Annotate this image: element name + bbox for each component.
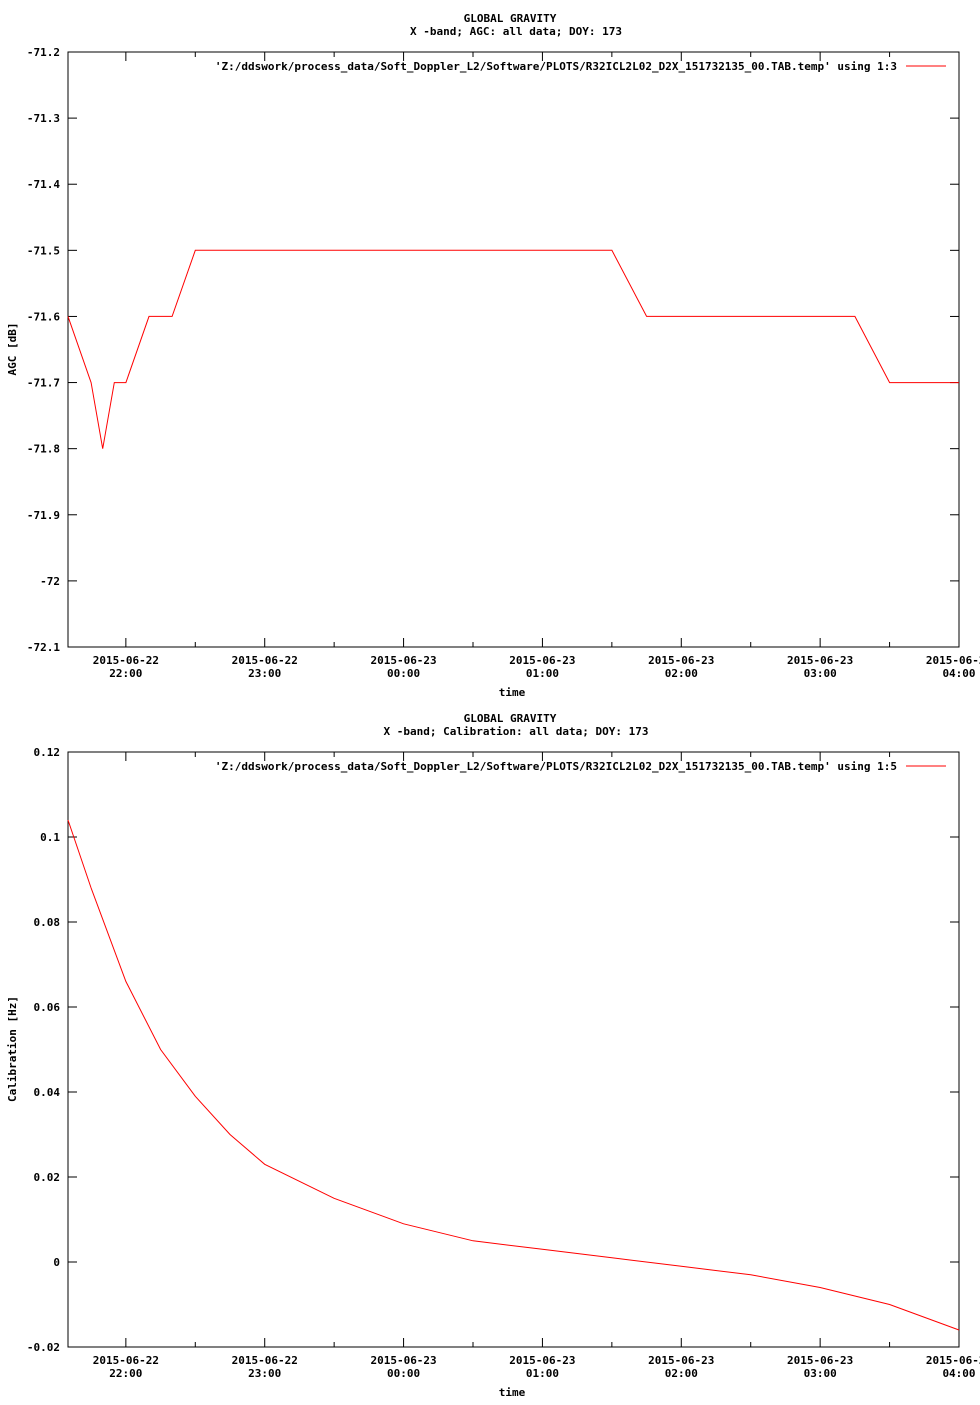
y-tick-label: 0 (53, 1256, 60, 1269)
y-tick-label: -0.02 (27, 1341, 60, 1354)
x-tick-date: 2015-06-23 (370, 1354, 436, 1367)
y-axis-label: AGC [dB] (6, 323, 19, 376)
x-tick-date: 2015-06-22 (93, 654, 159, 667)
x-tick-date: 2015-06-23 (509, 1354, 575, 1367)
y-axis-label: Calibration [Hz] (6, 996, 19, 1102)
y-tick-label: 0.1 (40, 831, 60, 844)
legend-label: 'Z:/ddswork/process_data/Soft_Doppler_L2… (215, 760, 897, 773)
x-tick-date: 2015-06-23 (787, 654, 853, 667)
plot-axes (67, 751, 960, 1348)
x-tick-date: 2015-06-23 (926, 654, 980, 667)
legend: 'Z:/ddswork/process_data/Soft_Doppler_L2… (215, 60, 946, 73)
y-tick-label: -71.4 (27, 178, 60, 191)
y-tick-label: -72 (40, 575, 60, 588)
x-tick-time: 22:00 (109, 667, 142, 680)
chart-subtitle: X -band; Calibration: all data; DOY: 173 (384, 725, 649, 738)
tick-labels: 0.120.10.080.060.040.020-0.022015-06-222… (27, 746, 980, 1380)
x-tick-date: 2015-06-23 (648, 1354, 714, 1367)
y-tick-label: -71.6 (27, 310, 60, 323)
agc-chart: GLOBAL GRAVITY X -band; AGC: all data; D… (6, 12, 980, 699)
y-tick-label: -71.2 (27, 46, 60, 59)
series-area (67, 819, 960, 1331)
x-tick-time: 01:00 (526, 667, 559, 680)
chart-subtitle: X -band; AGC: all data; DOY: 173 (410, 25, 622, 38)
y-tick-label: -72.1 (27, 641, 60, 654)
tick-labels: -71.2 -71.3 -71.4 -71.5 -71.6 -71.7 -71.8 -71.9… (27, 46, 980, 680)
x-tick-date: 2015-06-22 (232, 1354, 298, 1367)
y-tick-label: -71.5 (27, 244, 60, 257)
plot-frame (67, 751, 960, 1348)
y-tick-label: -71.3 (27, 112, 60, 125)
chart-title: GLOBAL GRAVITY (464, 712, 557, 725)
x-axis-label: time (499, 686, 526, 699)
y-tick-label: 0.04 (34, 1086, 61, 1099)
series-line (67, 819, 960, 1331)
y-tick-label: 0.02 (34, 1171, 61, 1184)
y-tick-label: 0.08 (34, 916, 61, 929)
x-tick-time: 04:00 (942, 667, 975, 680)
x-tick-time: 03:00 (804, 1367, 837, 1380)
plot-frame (67, 51, 960, 648)
chart-title: GLOBAL GRAVITY (464, 12, 557, 25)
x-tick-time: 23:00 (248, 667, 281, 680)
y-tick-label: -71.9 (27, 509, 60, 522)
x-tick-time: 04:00 (942, 1367, 975, 1380)
x-tick-time: 03:00 (804, 667, 837, 680)
series-area (67, 249, 959, 449)
x-tick-time: 01:00 (526, 1367, 559, 1380)
x-tick-time: 00:00 (387, 1367, 420, 1380)
x-tick-date: 2015-06-22 (93, 1354, 159, 1367)
x-tick-date: 2015-06-23 (648, 654, 714, 667)
x-tick-time: 02:00 (665, 1367, 698, 1380)
y-tick-label: 0.12 (34, 746, 61, 759)
series-line (67, 249, 959, 449)
legend-label: 'Z:/ddswork/process_data/Soft_Doppler_L2… (215, 60, 897, 73)
calibration-chart: GLOBAL GRAVITY X -band; Calibration: all… (6, 712, 980, 1399)
x-axis-label: time (499, 1386, 526, 1399)
plot-axes (67, 51, 960, 648)
x-tick-date: 2015-06-23 (509, 654, 575, 667)
x-tick-time: 23:00 (248, 1367, 281, 1380)
y-tick-label: 0.06 (34, 1001, 61, 1014)
y-tick-label: -71.7 (27, 377, 60, 390)
x-tick-date: 2015-06-23 (787, 1354, 853, 1367)
x-tick-time: 22:00 (109, 1367, 142, 1380)
x-tick-time: 02:00 (665, 667, 698, 680)
y-tick-label: -71.8 (27, 443, 60, 456)
legend: 'Z:/ddswork/process_data/Soft_Doppler_L2… (215, 760, 946, 773)
x-tick-time: 00:00 (387, 667, 420, 680)
x-tick-date: 2015-06-23 (926, 1354, 980, 1367)
x-tick-date: 2015-06-22 (232, 654, 298, 667)
x-tick-date: 2015-06-23 (370, 654, 436, 667)
